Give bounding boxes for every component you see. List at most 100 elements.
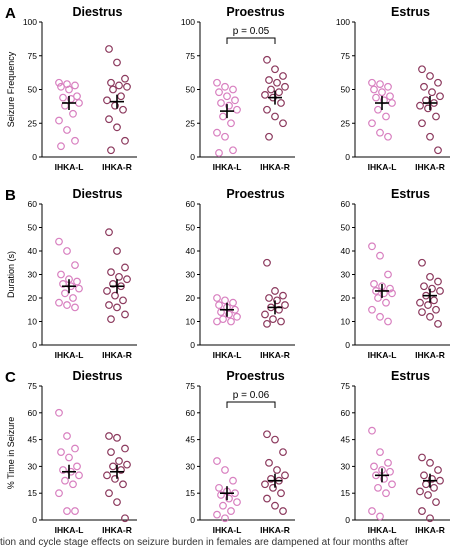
y-tick-label: 60: [28, 199, 38, 209]
data-point-ihka-r: [428, 284, 436, 293]
data-point-ihka-l: [61, 476, 69, 485]
y-tick-label: 30: [186, 461, 196, 471]
chart-panel-4: B Diestrus Duration (s) 0 10 20 30 40 50 60 IHKA-L…: [5, 187, 137, 360]
data-point-ihka-l: [374, 483, 382, 492]
data-point-ihka-l: [61, 289, 69, 298]
y-tick-label: 10: [341, 317, 351, 327]
data-point-ihka-l: [73, 462, 81, 471]
data-point-ihka-l: [233, 312, 241, 321]
y-tick-label: 0: [32, 515, 37, 525]
data-point-ihka-r: [275, 88, 283, 97]
chart-title: Diestrus: [72, 5, 122, 19]
y-tick-label: 15: [341, 488, 351, 498]
data-point-ihka-l: [219, 501, 227, 510]
y-tick-label: 60: [186, 408, 196, 418]
y-tick-label: 0: [32, 340, 37, 350]
chart-panel-8: Proestrus 0 15 30 45 60 75 IHKA-L IHKA-R p = 0.06: [186, 369, 295, 535]
data-point-ihka-r: [261, 480, 269, 489]
data-point-ihka-l: [221, 514, 229, 523]
y-tick-label: 30: [28, 461, 38, 471]
data-point-ihka-r: [434, 319, 442, 328]
data-point-ihka-l: [59, 93, 67, 102]
y-axis-label: Seizure Frequency: [6, 51, 16, 127]
x-tick-label: IHKA-R: [260, 350, 290, 360]
data-point-ihka-r: [265, 294, 273, 302]
y-tick-label: 100: [23, 17, 37, 27]
data-point-ihka-r: [418, 507, 426, 515]
data-point-ihka-r: [123, 460, 131, 469]
data-point-ihka-r: [105, 432, 113, 440]
data-point-ihka-l: [57, 82, 65, 91]
data-point-ihka-r: [416, 101, 424, 110]
data-point-ihka-l: [213, 128, 221, 137]
data-point-ihka-r: [424, 301, 432, 309]
x-tick-label: IHKA-R: [260, 162, 290, 172]
data-point-ihka-l: [217, 491, 225, 499]
significance-bracket: [226, 37, 276, 44]
y-tick-label: 75: [28, 381, 38, 391]
data-point-ihka-l: [213, 294, 221, 302]
x-tick-label: IHKA-L: [55, 162, 84, 172]
x-tick-label: IHKA-R: [415, 525, 445, 535]
data-point-ihka-r: [263, 55, 271, 64]
data-point-ihka-l: [69, 480, 77, 489]
data-point-ihka-l: [55, 116, 63, 125]
data-point-ihka-l: [69, 109, 77, 118]
data-point-ihka-l: [63, 126, 71, 134]
data-point-ihka-l: [55, 298, 63, 307]
y-tick-label: 25: [341, 118, 351, 128]
data-point-ihka-l: [71, 261, 79, 270]
data-point-ihka-r: [265, 76, 273, 84]
data-point-ihka-l: [217, 99, 225, 107]
data-point-ihka-r: [426, 272, 434, 281]
data-point-ihka-r: [121, 263, 129, 272]
data-point-ihka-l: [368, 78, 376, 87]
data-point-ihka-r: [418, 308, 426, 317]
data-point-ihka-r: [111, 475, 119, 483]
data-point-ihka-r: [109, 85, 117, 94]
data-point-ihka-l: [55, 78, 63, 87]
chart-title: Estrus: [391, 5, 430, 19]
data-point-ihka-l: [384, 317, 392, 326]
y-tick-label: 0: [190, 515, 195, 525]
y-tick-label: 25: [28, 118, 38, 128]
data-point-ihka-r: [263, 258, 271, 267]
x-tick-label: IHKA-R: [102, 525, 132, 535]
data-point-ihka-r: [263, 105, 271, 114]
data-point-ihka-l: [57, 448, 65, 457]
data-point-ihka-r: [113, 303, 121, 312]
data-point-ihka-r: [432, 112, 440, 121]
y-tick-label: 15: [28, 488, 38, 498]
data-point-ihka-l: [233, 105, 241, 114]
chart-panel-7: C Diestrus % Time in Seizure 0 15 30 45 60 75 IHK…: [5, 369, 137, 535]
x-tick-label: IHKA-L: [368, 525, 397, 535]
data-point-ihka-r: [115, 457, 123, 465]
data-point-ihka-l: [71, 81, 79, 90]
data-point-ihka-r: [119, 480, 127, 489]
chart-title: Estrus: [391, 187, 430, 201]
data-point-ihka-r: [281, 301, 289, 309]
data-point-ihka-r: [265, 132, 273, 141]
data-point-ihka-l: [370, 462, 378, 471]
data-point-ihka-l: [227, 507, 235, 515]
data-point-ihka-l: [221, 296, 229, 305]
data-point-ihka-r: [277, 99, 285, 107]
data-point-ihka-r: [119, 296, 127, 305]
y-tick-label: 0: [190, 152, 195, 162]
x-tick-label: IHKA-L: [55, 350, 84, 360]
data-point-ihka-l: [71, 444, 79, 453]
data-point-ihka-r: [434, 277, 442, 286]
data-point-ihka-r: [422, 480, 430, 489]
data-point-ihka-l: [386, 92, 394, 101]
data-point-ihka-r: [277, 489, 285, 498]
data-point-ihka-r: [105, 45, 113, 53]
data-point-ihka-r: [115, 81, 123, 90]
data-point-ihka-r: [105, 115, 113, 124]
data-point-ihka-l: [55, 408, 63, 417]
data-point-ihka-r: [416, 298, 424, 307]
data-point-ihka-r: [432, 498, 440, 507]
data-point-ihka-r: [271, 501, 279, 510]
y-axis-label: % Time in Seizure: [6, 417, 16, 490]
y-tick-label: 15: [186, 488, 196, 498]
chart-panel-9: Estrus 0 15 30 45 60 75 IHKA-L IHKA-R: [341, 369, 450, 535]
